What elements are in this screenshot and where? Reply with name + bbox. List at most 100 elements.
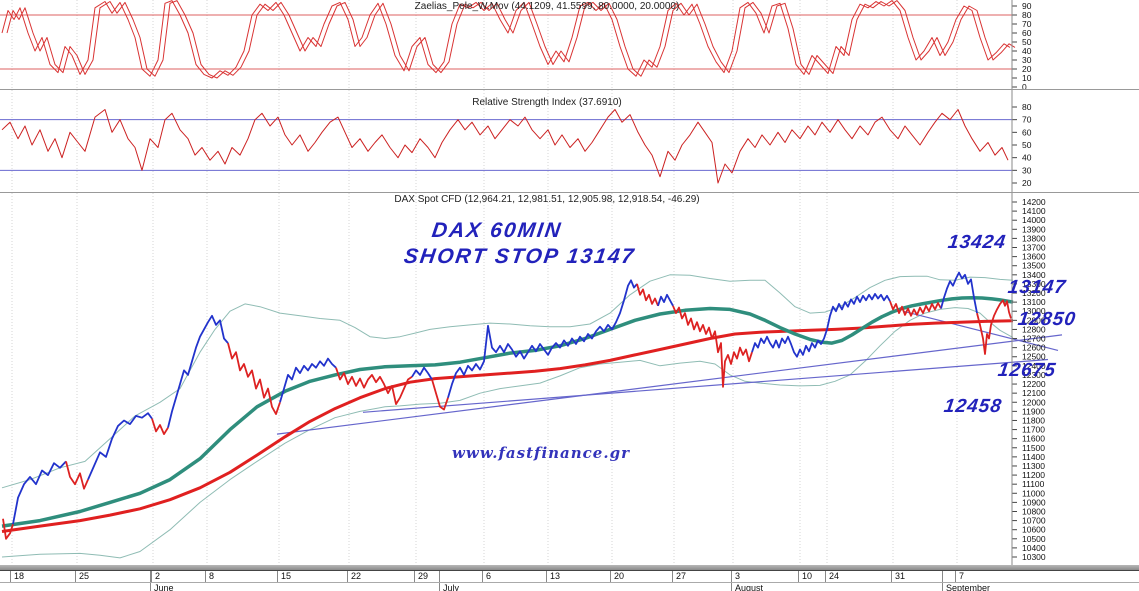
svg-text:13300: 13300 xyxy=(1022,279,1046,289)
svg-text:20: 20 xyxy=(1022,178,1032,188)
svg-text:12700: 12700 xyxy=(1022,334,1046,344)
svg-text:0: 0 xyxy=(1022,82,1027,90)
svg-text:11800: 11800 xyxy=(1022,415,1045,425)
svg-text:11100: 11100 xyxy=(1022,479,1045,489)
annotation-level-13424: 13424 xyxy=(946,232,1008,253)
svg-text:13600: 13600 xyxy=(1022,252,1046,262)
svg-text:60: 60 xyxy=(1022,127,1032,137)
month-separator xyxy=(942,583,943,591)
month-separator xyxy=(150,583,151,591)
date-tick-separator xyxy=(10,571,11,583)
date-tick-label: 13 xyxy=(550,571,561,581)
annotation-level-12675: 12675 xyxy=(996,360,1058,381)
svg-text:12300: 12300 xyxy=(1022,370,1046,380)
x-axis: 18 25 2 8 15 22 29 6 13 20 27 3 10 24 31 7 June July Augu… xyxy=(0,565,1139,591)
svg-text:50: 50 xyxy=(1022,37,1032,47)
date-tick-label: 24 xyxy=(829,571,840,581)
date-tick-separator xyxy=(825,571,826,583)
date-tick-label: 27 xyxy=(676,571,687,581)
date-tick-label: 10 xyxy=(802,571,813,581)
svg-text:20: 20 xyxy=(1022,64,1032,74)
svg-text:10900: 10900 xyxy=(1022,497,1046,507)
svg-text:13200: 13200 xyxy=(1022,288,1046,298)
svg-text:40: 40 xyxy=(1022,153,1032,163)
svg-text:12200: 12200 xyxy=(1022,379,1046,389)
month-boundary-separator xyxy=(150,571,151,583)
date-tick-separator xyxy=(414,571,415,583)
annotation-dax-60min: DAX 60MIN xyxy=(430,219,564,242)
date-tick-separator xyxy=(546,571,547,583)
svg-text:30: 30 xyxy=(1022,165,1032,175)
svg-text:10500: 10500 xyxy=(1022,534,1046,544)
month-label: September xyxy=(946,583,991,591)
svg-text:60: 60 xyxy=(1022,28,1032,38)
date-tick-separator xyxy=(75,571,76,583)
svg-text:10600: 10600 xyxy=(1022,525,1046,535)
date-tick-separator xyxy=(151,571,152,583)
svg-text:13400: 13400 xyxy=(1022,270,1046,280)
svg-text:14100: 14100 xyxy=(1022,206,1046,216)
date-tick-label: 7 xyxy=(959,571,965,581)
date-tick-separator xyxy=(672,571,673,583)
rsi-title: Relative Strength Index (37.6910) xyxy=(472,97,622,108)
svg-text:12400: 12400 xyxy=(1022,361,1046,371)
date-tick-label: 25 xyxy=(79,571,90,581)
svg-text:70: 70 xyxy=(1022,115,1032,125)
svg-text:80: 80 xyxy=(1022,102,1032,112)
date-tick-separator xyxy=(347,571,348,583)
date-tick-label: 22 xyxy=(351,571,362,581)
svg-text:11200: 11200 xyxy=(1022,470,1045,480)
date-tick-label: 15 xyxy=(281,571,292,581)
date-tick-separator xyxy=(610,571,611,583)
svg-text:13800: 13800 xyxy=(1022,233,1046,243)
month-separator xyxy=(731,583,732,591)
svg-text:11300: 11300 xyxy=(1022,461,1045,471)
date-tick-separator xyxy=(482,571,483,583)
svg-text:80: 80 xyxy=(1022,10,1032,20)
watermark: www.fastfinance.gr xyxy=(452,444,630,462)
svg-text:13000: 13000 xyxy=(1022,306,1046,316)
annotation-level-13147: 13147 xyxy=(1006,277,1068,298)
date-tick-label: 20 xyxy=(614,571,625,581)
month-label: June xyxy=(154,583,174,591)
month-boundary-separator xyxy=(942,571,943,583)
svg-text:11400: 11400 xyxy=(1022,452,1045,462)
svg-text:13900: 13900 xyxy=(1022,224,1046,234)
date-tick-label: 2 xyxy=(155,571,161,581)
svg-text:14200: 14200 xyxy=(1022,197,1046,207)
date-tick-separator xyxy=(798,571,799,583)
svg-text:13100: 13100 xyxy=(1022,297,1046,307)
date-tick-label: 29 xyxy=(418,571,429,581)
svg-text:12600: 12600 xyxy=(1022,343,1046,353)
scrollbar-band[interactable] xyxy=(0,565,1139,570)
month-boundary-separator xyxy=(731,571,732,583)
svg-text:11000: 11000 xyxy=(1022,488,1045,498)
svg-text:10: 10 xyxy=(1022,73,1032,83)
date-tick-label: 6 xyxy=(486,571,492,581)
date-tick-row: 18 25 2 8 15 22 29 6 13 20 27 3 10 24 31 7 xyxy=(0,570,1139,583)
svg-text:12100: 12100 xyxy=(1022,388,1046,398)
svg-text:11700: 11700 xyxy=(1022,425,1045,435)
svg-text:10800: 10800 xyxy=(1022,506,1046,516)
svg-text:14000: 14000 xyxy=(1022,215,1046,225)
date-tick-separator xyxy=(205,571,206,583)
month-boundary-separator xyxy=(439,571,440,583)
date-tick-separator xyxy=(277,571,278,583)
date-tick-separator xyxy=(955,571,956,583)
annotation-level-12850: 12850 xyxy=(1016,309,1078,330)
svg-text:90: 90 xyxy=(1022,1,1032,11)
month-label: August xyxy=(735,583,764,591)
svg-text:70: 70 xyxy=(1022,19,1032,29)
month-separator xyxy=(439,583,440,591)
svg-text:10400: 10400 xyxy=(1022,543,1046,553)
annotation-level-12458: 12458 xyxy=(942,396,1004,417)
date-tick-label: 3 xyxy=(735,571,741,581)
price-plot[interactable]: 1420014100140001390013800137001360013500… xyxy=(0,193,1139,567)
svg-text:10700: 10700 xyxy=(1022,516,1046,526)
svg-text:12000: 12000 xyxy=(1022,397,1046,407)
rsi-plot[interactable]: 80 70 60 50 40 30 20 xyxy=(0,90,1139,193)
svg-text:12800: 12800 xyxy=(1022,324,1046,334)
svg-text:11500: 11500 xyxy=(1022,443,1045,453)
